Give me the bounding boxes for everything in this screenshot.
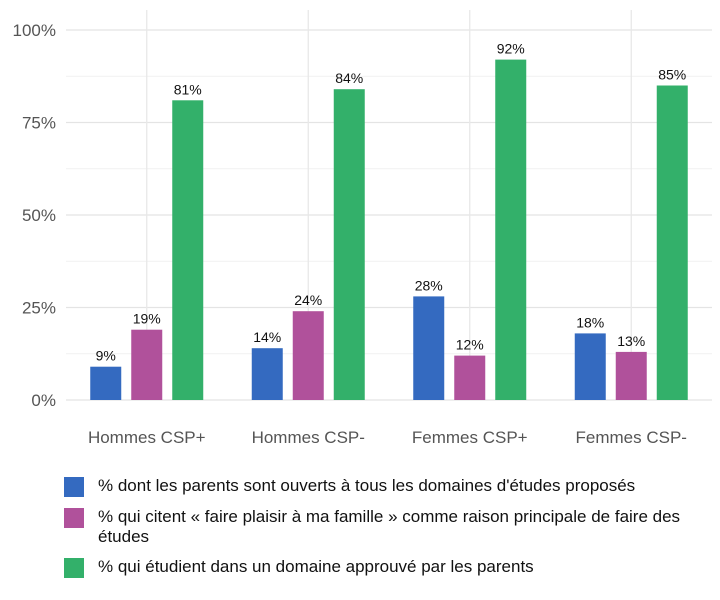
bar [172, 100, 204, 401]
bar [413, 296, 445, 400]
bar-value-label: 81% [174, 81, 202, 97]
bar [656, 85, 688, 400]
bar [574, 333, 606, 400]
legend-label: % qui étudient dans un domaine approuvé … [98, 557, 534, 576]
y-tick-label: 50% [22, 206, 56, 225]
legend-item: % qui étudient dans un domaine approuvé … [64, 557, 714, 578]
legend-item: % dont les parents sont ouverts à tous l… [64, 476, 714, 497]
y-axis-ticks: 0% 25% 50% 75% 100% [13, 21, 56, 410]
y-tick-label: 25% [22, 299, 56, 318]
bar-value-label: 14% [253, 329, 281, 345]
bar [292, 311, 324, 400]
legend-label: % dont les parents sont ouverts à tous l… [98, 476, 636, 495]
legend-swatch [64, 558, 84, 578]
legend-item: % qui citent « faire plaisir à ma famill… [64, 507, 714, 547]
y-tick-label: 0% [31, 391, 56, 410]
x-tick-label: Hommes CSP- [252, 428, 365, 447]
y-tick-label: 75% [22, 114, 56, 133]
legend-swatch [64, 508, 84, 528]
bar-value-label: 19% [133, 311, 161, 327]
bar-value-label: 18% [576, 314, 604, 330]
bar [495, 59, 527, 400]
bar-value-label: 13% [617, 333, 645, 349]
bar-value-label: 92% [497, 41, 525, 57]
bar-value-label: 24% [294, 292, 322, 308]
bar-value-label: 12% [456, 337, 484, 353]
bar-chart: 0%25%50%75%100% 9%19%81%14%24%84%28%12%9… [13, 10, 712, 447]
bar-value-label: 85% [658, 67, 686, 83]
bar-value-label: 28% [415, 277, 443, 293]
legend-label: % qui citent « faire plaisir à ma famill… [98, 507, 681, 546]
y-tick-label: 100% [13, 21, 56, 40]
data-labels: 9% 19% 81% 14% 24% 84% 28% 12% 92% 18% 13% 85% [96, 41, 687, 364]
x-axis-ticks: Hommes CSP+ Hommes CSP- Femmes CSP+ Femmes … [88, 428, 687, 447]
grid-lines [66, 10, 712, 401]
bar [333, 89, 365, 400]
bar-value-label: 84% [335, 70, 363, 86]
bar [615, 351, 647, 400]
bar-value-label: 9% [96, 348, 116, 364]
x-tick-label: Femmes CSP+ [412, 428, 528, 447]
bars [90, 59, 688, 401]
bar [90, 366, 122, 400]
legend: % dont les parents sont ouverts à tous l… [64, 476, 714, 588]
x-tick-label: Hommes CSP+ [88, 428, 206, 447]
bar [131, 329, 163, 400]
bar [454, 355, 486, 400]
bar [251, 348, 283, 400]
legend-swatch [64, 477, 84, 497]
x-tick-label: Femmes CSP- [576, 428, 687, 447]
